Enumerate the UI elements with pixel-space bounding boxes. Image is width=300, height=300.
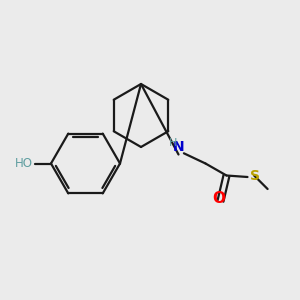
Text: S: S [250, 169, 260, 183]
Text: HO: HO [15, 157, 33, 170]
Text: N: N [173, 140, 184, 154]
Text: O: O [212, 191, 226, 206]
Text: H: H [169, 138, 177, 148]
